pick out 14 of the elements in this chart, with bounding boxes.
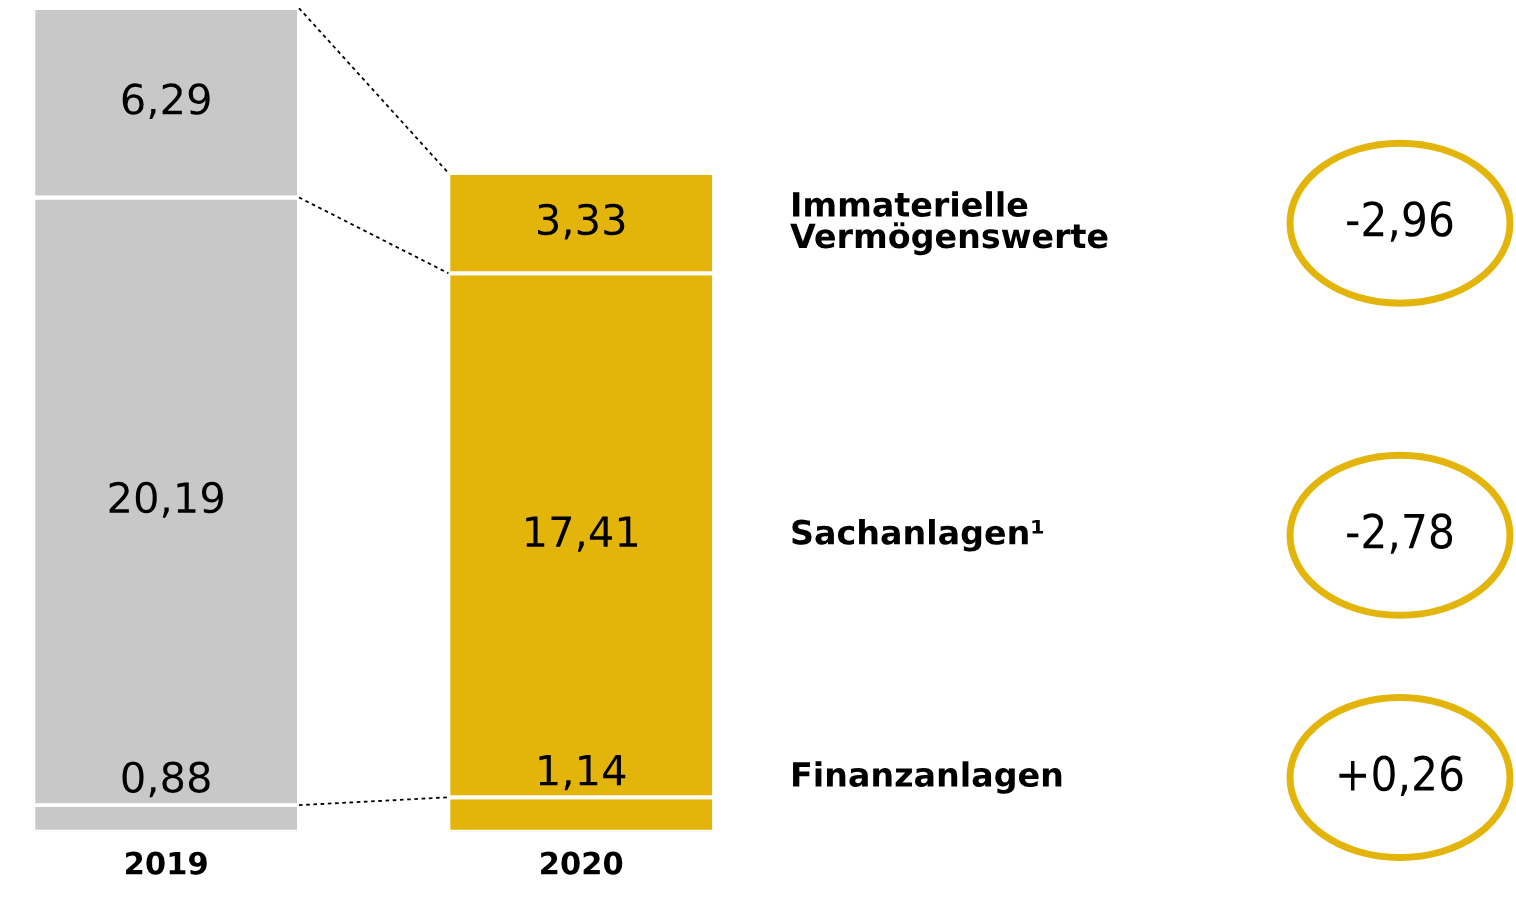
data-label: 3,33 bbox=[538, 203, 625, 240]
text: +0,26 bbox=[1339, 755, 1463, 797]
data-label: 6,29 bbox=[122, 83, 210, 120]
text: -2,96 bbox=[1347, 201, 1453, 242]
text: -2,78 bbox=[1347, 513, 1453, 554]
data-label: 17,41 bbox=[526, 516, 638, 552]
data-label: 20,19 bbox=[109, 481, 223, 518]
text: Immaterielle Vermögenswerte bbox=[790, 191, 1108, 256]
x-tick-label: 2019 bbox=[126, 851, 207, 875]
text: Sachanlagen¹ bbox=[792, 519, 1044, 552]
text: Finanzanlagen bbox=[793, 761, 1062, 794]
data-label: 0,88 bbox=[122, 761, 210, 798]
x-tick-label: 2020 bbox=[541, 851, 623, 875]
data-label: 1,14 bbox=[539, 754, 626, 791]
